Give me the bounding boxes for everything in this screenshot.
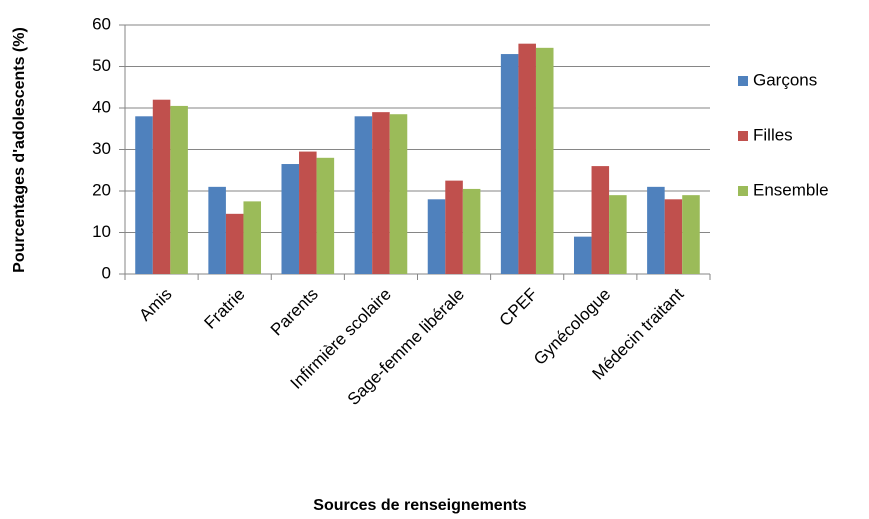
bar xyxy=(500,54,519,274)
bar xyxy=(462,188,481,274)
bar xyxy=(518,43,536,274)
bar xyxy=(243,201,262,274)
bar xyxy=(427,199,446,274)
x-tick-label: Parents xyxy=(267,285,322,340)
bar xyxy=(299,151,317,274)
x-tick-label: Amis xyxy=(135,285,175,325)
bar xyxy=(225,213,244,274)
y-tick-label: 0 xyxy=(102,263,111,282)
y-tick-label: 30 xyxy=(92,139,111,158)
x-tick-label: CPEF xyxy=(496,285,541,330)
bar xyxy=(208,186,226,274)
bar xyxy=(389,114,408,274)
x-axis-title: Sources de renseignements xyxy=(313,497,527,514)
y-tick-label: 40 xyxy=(92,97,111,116)
legend-label: Garçons xyxy=(753,70,817,89)
legend-swatch xyxy=(738,76,748,86)
bar xyxy=(682,195,700,274)
y-tick-label: 10 xyxy=(92,222,111,241)
legend-label: Ensemble xyxy=(753,180,829,199)
bar xyxy=(445,180,463,274)
legend-label: Filles xyxy=(753,125,793,144)
y-tick-label: 20 xyxy=(92,180,111,199)
bar xyxy=(135,116,153,274)
bar xyxy=(372,112,390,275)
bar xyxy=(573,236,592,274)
bar xyxy=(170,105,188,274)
bar xyxy=(591,166,610,274)
bar xyxy=(535,47,554,275)
y-axis-title: Pourcentages d'adolescents (%) xyxy=(11,27,28,273)
bar xyxy=(609,195,627,274)
x-tick-label: Fratrie xyxy=(201,285,249,333)
legend-swatch xyxy=(738,131,748,141)
bar xyxy=(152,99,171,274)
y-tick-label: 60 xyxy=(92,14,111,33)
legend-swatch xyxy=(738,186,748,196)
y-tick-label: 50 xyxy=(92,56,111,75)
bar xyxy=(354,116,373,274)
bar xyxy=(647,186,665,274)
bar xyxy=(664,199,683,274)
bar xyxy=(281,164,300,274)
bar xyxy=(316,157,335,274)
